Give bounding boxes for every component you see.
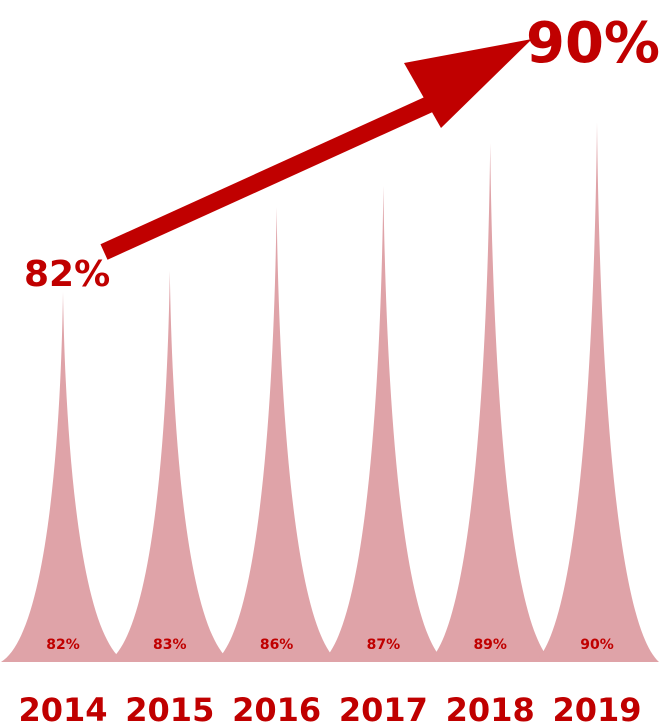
value-label-2016: 86% (260, 637, 294, 653)
bar-2018 (428, 143, 553, 662)
year-label-2016: 2016 (232, 691, 321, 727)
start-value-label: 82% (24, 254, 110, 295)
bar-2015 (107, 270, 232, 662)
bar-2019 (535, 122, 659, 662)
value-labels-layer: 82% 83% 86% 87% 89% 90% (46, 637, 614, 653)
value-label-2017: 87% (367, 637, 401, 653)
value-label-2018: 89% (473, 637, 507, 653)
year-labels-layer: 2014 2015 2016 2017 2018 2019 (18, 691, 641, 727)
trend-arrow-head (404, 39, 532, 128)
year-label-2018: 2018 (446, 691, 535, 727)
year-label-2019: 2019 (552, 691, 641, 727)
year-label-2015: 2015 (125, 691, 214, 727)
year-label-2017: 2017 (339, 691, 428, 727)
trend-arrow-icon (100, 39, 532, 260)
bar-2016 (214, 207, 339, 662)
value-label-2019: 90% (580, 637, 614, 653)
value-label-2015: 83% (153, 637, 187, 653)
value-label-2014: 82% (46, 637, 80, 653)
bars-layer (1, 122, 659, 662)
year-label-2014: 2014 (18, 691, 107, 727)
trend-arrow-shaft (100, 85, 458, 260)
bar-2017 (321, 185, 446, 662)
end-value-label: 90% (526, 11, 660, 76)
bar-2014 (1, 292, 125, 662)
